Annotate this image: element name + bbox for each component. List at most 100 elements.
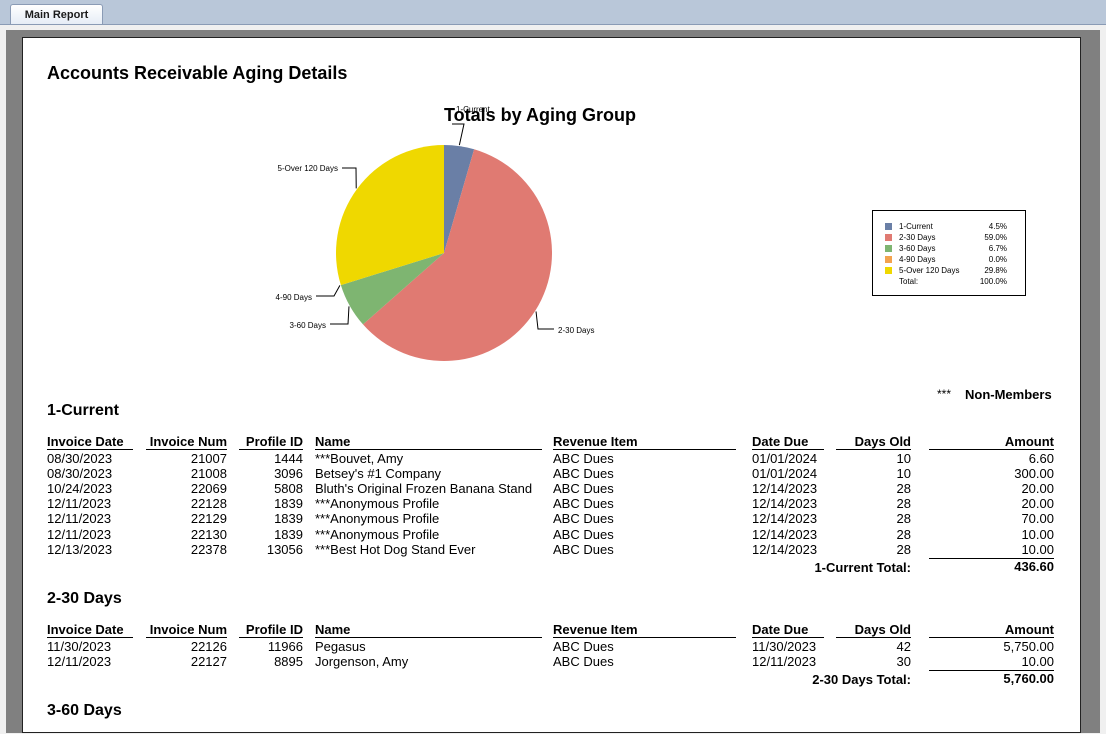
cell-profile-id: 1839: [274, 511, 303, 527]
cell-revenue-item: ABC Dues: [553, 541, 614, 557]
legend-item: 2-30 Days 59.0%: [873, 232, 1025, 243]
cell-amount: 300.00: [1014, 466, 1054, 482]
cell-profile-id: 1839: [274, 496, 303, 512]
column-header-profile-id: Profile ID: [239, 622, 303, 638]
report-page: [22, 37, 1081, 733]
cell-profile-id: 1839: [274, 526, 303, 542]
cell-date-due: 12/14/2023: [752, 526, 818, 542]
cell-date-due: 12/11/2023: [752, 654, 817, 670]
pie-slice-1-current: [444, 145, 475, 253]
cell-invoice-date: 12/11/2023: [47, 654, 112, 670]
cell-amount: 10.00: [1021, 541, 1054, 557]
cell-name: ***Anonymous Profile: [315, 526, 440, 542]
column-header-invoice-date: Invoice Date: [47, 622, 133, 638]
pie-leader-line: [342, 167, 357, 189]
cell-days-old: 28: [896, 511, 911, 527]
legend-label: 5-Over 120 Days: [899, 266, 960, 275]
group-total-label: 1-Current Total:: [814, 559, 911, 575]
cell-amount: 5,750.00: [1003, 639, 1054, 654]
non-members-mark: ***: [937, 387, 952, 401]
legend-total-label: Total:: [899, 277, 919, 286]
column-header-revenue-item: Revenue Item: [553, 434, 736, 450]
cell-revenue-item: ABC Dues: [553, 451, 614, 466]
cell-invoice-num: 22128: [190, 496, 227, 512]
column-header-revenue-item: Revenue Item: [553, 622, 736, 638]
legend-value: 4.5%: [988, 222, 1007, 231]
cell-revenue-item: ABC Dues: [553, 511, 614, 527]
cell-invoice-num: 22069: [190, 481, 227, 497]
cell-profile-id: 8895: [274, 654, 303, 670]
column-header-date-due: Date Due: [752, 622, 824, 638]
pie-label: 3-60 Days: [290, 321, 326, 330]
cell-revenue-item: ABC Dues: [553, 654, 614, 670]
cell-invoice-num: 21008: [190, 466, 227, 482]
legend-label: 4-90 Days: [899, 255, 936, 264]
column-header-amount: Amount: [929, 622, 1054, 638]
group-title: 1-Current: [47, 402, 120, 419]
cell-invoice-num: 21007: [190, 451, 227, 466]
legend-swatch: [885, 267, 892, 274]
tab-main-report[interactable]: Main Report: [10, 4, 103, 24]
cell-name: ***Anonymous Profile: [315, 496, 440, 512]
group-title: 3-60 Days: [47, 702, 122, 719]
group-total-value: 436.60: [1014, 558, 1054, 574]
cell-name: Bluth's Original Frozen Banana Stand: [315, 481, 533, 497]
legend-label: 1-Current: [899, 222, 933, 231]
cell-profile-id: 3096: [274, 466, 303, 482]
legend-item: 1-Current 4.5%: [873, 221, 1025, 232]
cell-days-old: 10: [896, 451, 911, 466]
cell-invoice-num: 22126: [190, 639, 227, 654]
column-header-invoice-date: Invoice Date: [47, 434, 133, 450]
cell-profile-id: 5808: [274, 481, 303, 497]
column-header-days-old: Days Old: [836, 434, 911, 450]
total-rule: [929, 557, 1054, 559]
cell-revenue-item: ABC Dues: [553, 639, 614, 654]
cell-invoice-num: 22378: [190, 541, 227, 557]
column-header-date-due: Date Due: [752, 434, 824, 450]
legend-total-value: 100.0%: [979, 277, 1007, 286]
cell-invoice-num: 22129: [190, 511, 227, 527]
cell-days-old: 28: [896, 526, 911, 542]
legend-swatch: [885, 245, 892, 252]
pie-label: 1-Current: [456, 105, 491, 114]
column-header-invoice-num: Invoice Num: [146, 434, 227, 450]
cell-profile-id: 13056: [266, 541, 303, 557]
cell-name: ***Best Hot Dog Stand Ever: [315, 541, 476, 557]
cell-name: Betsey's #1 Company: [315, 466, 442, 482]
cell-invoice-date: 08/30/2023: [47, 466, 113, 482]
pie-leader-line: [330, 306, 350, 325]
cell-invoice-date: 12/11/2023: [47, 526, 112, 542]
group-total-label: 2-30 Days Total:: [812, 672, 911, 688]
column-header-invoice-num: Invoice Num: [146, 622, 227, 638]
legend-swatch: [885, 256, 892, 263]
cell-days-old: 10: [896, 466, 911, 482]
cell-days-old: 28: [896, 481, 911, 497]
tab-bar: Main Report: [0, 0, 1106, 24]
column-header-name: Name: [315, 434, 542, 450]
report-title: Accounts Receivable Aging Details: [47, 63, 348, 83]
cell-amount: 20.00: [1021, 496, 1054, 512]
pie-slice-5-over-120-days: [336, 145, 444, 286]
cell-revenue-item: ABC Dues: [553, 466, 614, 482]
cell-invoice-date: 11/30/2023: [47, 639, 112, 654]
cell-amount: 10.00: [1021, 654, 1054, 670]
column-header-amount: Amount: [929, 434, 1054, 450]
cell-invoice-date: 12/11/2023: [47, 496, 112, 512]
cell-name: ***Bouvet, Amy: [315, 451, 404, 466]
cell-amount: 70.00: [1021, 511, 1054, 527]
cell-days-old: 28: [896, 496, 911, 512]
cell-invoice-num: 22127: [190, 654, 227, 670]
cell-revenue-item: ABC Dues: [553, 526, 614, 542]
legend-swatch: [885, 234, 892, 241]
pie-leader-line: [452, 123, 465, 146]
legend-item: 3-60 Days 6.7%: [873, 243, 1025, 254]
cell-date-due: 12/14/2023: [752, 541, 818, 557]
chart-title: Totals by Aging Group: [444, 105, 636, 125]
legend-item: 4-90 Days 0.0%: [873, 254, 1025, 265]
cell-profile-id: 1444: [274, 451, 303, 466]
cell-amount: 6.60: [1028, 451, 1054, 466]
total-rule: [929, 670, 1054, 672]
group-total-value: 5,760.00: [1003, 671, 1054, 687]
legend-value: 59.0%: [984, 233, 1007, 242]
